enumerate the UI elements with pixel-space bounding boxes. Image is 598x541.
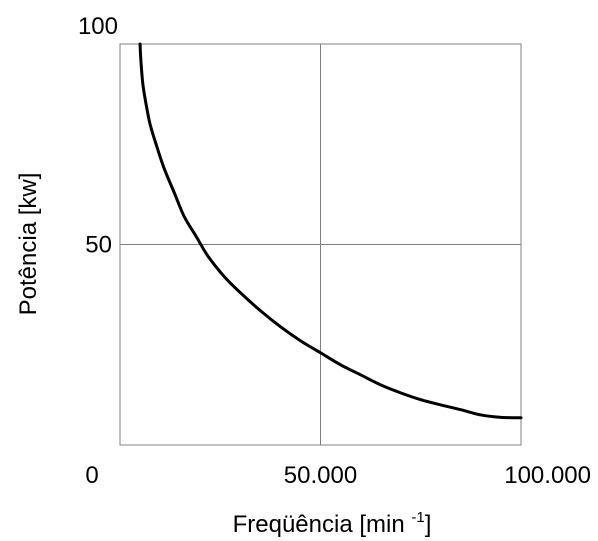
x-tick-label-0: 0 — [85, 462, 98, 489]
x-tick-label-2: 100.000 — [504, 462, 591, 489]
y-tick-label-0: 50 — [85, 232, 112, 259]
x-tick-label-1: 50.000 — [284, 462, 357, 489]
plot-border — [119, 43, 522, 446]
power-curve-line — [138, 42, 523, 420]
y-axis-title: Potência [kw] — [15, 173, 42, 316]
grid-lines — [120, 44, 521, 445]
plot-frame — [119, 43, 522, 446]
x-tick-labels: 0 50.000 100.000 — [85, 462, 591, 489]
y-tick-label-1: 100 — [78, 13, 118, 40]
x-axis-title: Freqüência [min -1] — [233, 509, 432, 538]
y-tick-labels: 50 100 — [78, 13, 118, 259]
series-layer — [138, 42, 523, 420]
